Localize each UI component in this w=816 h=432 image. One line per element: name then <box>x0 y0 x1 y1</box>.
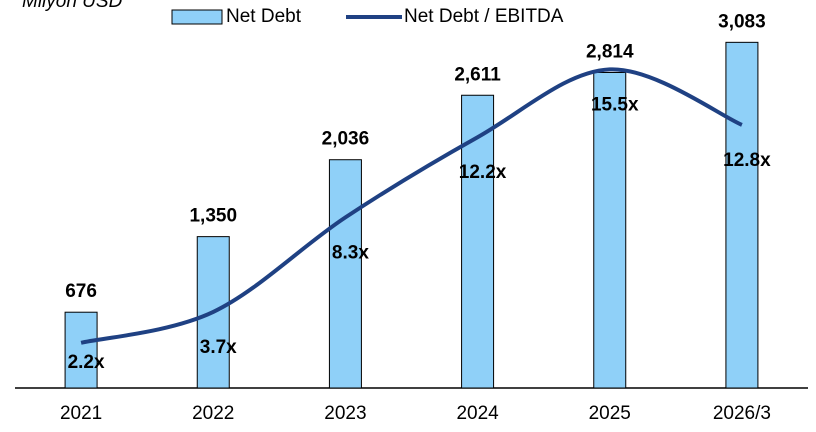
line-value-label: 12.8x <box>723 150 771 171</box>
bar <box>64 311 98 389</box>
line-value-label: 12.2x <box>459 162 507 183</box>
x-tick-label: 2023 <box>324 403 366 424</box>
legend-label: Net Debt <box>226 6 302 27</box>
bar <box>328 159 362 389</box>
line-value-label: 3.7x <box>200 337 237 358</box>
x-tick-label: 2025 <box>589 403 631 424</box>
bar <box>593 71 627 389</box>
line-value-label: 8.3x <box>332 242 369 263</box>
line <box>80 67 743 345</box>
x-tick-label: 2024 <box>456 403 499 424</box>
x-tick-label: 2021 <box>60 403 102 424</box>
bar-value-label: 2,814 <box>586 42 634 63</box>
chart-title: Milyon USD <box>22 0 123 12</box>
legend-swatch <box>171 9 223 25</box>
line-value-label: 2.2x <box>68 352 105 373</box>
x-tick-label: 2026/3 <box>713 403 771 424</box>
bar <box>725 41 759 389</box>
legend-label: Net Debt / EBITDA <box>404 6 564 27</box>
line-value-label: 15.5x <box>591 94 639 115</box>
x-tick-label: 2022 <box>192 403 234 424</box>
bar-value-label: 2,036 <box>322 129 370 150</box>
bar-value-label: 2,611 <box>454 64 501 85</box>
bar-value-label: 676 <box>65 281 97 302</box>
bar-value-label: 1,350 <box>189 206 237 227</box>
bar-value-label: 3,083 <box>718 11 766 32</box>
